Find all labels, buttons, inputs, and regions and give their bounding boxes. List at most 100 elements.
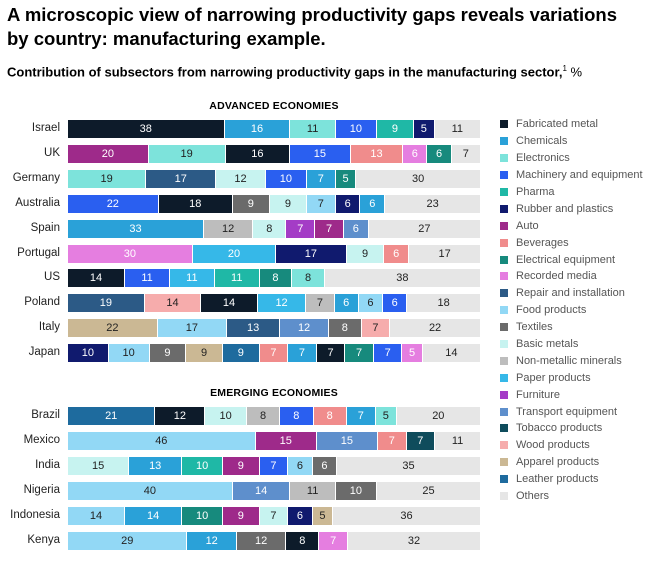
segment-italy-textiles: 8 xyxy=(329,319,362,338)
legend-label-beverages: Beverages xyxy=(516,236,569,249)
legend-label-electrical-equipment: Electrical equipment xyxy=(516,253,616,266)
row-label-israel: Israel xyxy=(31,122,60,134)
bar-poland: 19 14 14 12 7 6 6 6 18 xyxy=(68,294,480,313)
segment-portugal-beverages: 6 xyxy=(384,244,410,263)
segment-nigeria-transport-equipment: 14 xyxy=(232,481,291,500)
segment-us-fabricated-metal: 14 xyxy=(68,269,126,288)
legend-swatch-pharma xyxy=(500,188,508,196)
segment-nigeria-others: 25 xyxy=(376,481,480,500)
legend-swatch-machinery-and-equipment xyxy=(500,171,508,180)
legend-label-tobacco-products: Tobacco products xyxy=(516,422,603,435)
legend-item-transport-equipment: Transport equipment xyxy=(500,403,645,420)
legend-item-basic-metals: Basic metals xyxy=(500,336,645,353)
group-title-emerging-economies: EMERGING ECONOMIES xyxy=(210,387,338,399)
legend-label-wood-products: Wood products xyxy=(516,439,590,452)
segment-australia-others: 23 xyxy=(385,194,480,213)
segment-spain-non-metallic-minerals: 12 xyxy=(203,219,254,238)
segment-mexico-beverages: 7 xyxy=(378,431,407,450)
segment-india-chemicals: 13 xyxy=(129,456,183,475)
segment-spain-auto: 7 xyxy=(315,219,344,238)
segment-japan-apparel-products: 9 xyxy=(186,344,223,363)
segment-israel-rubber-and-plastics: 5 xyxy=(414,120,435,138)
segment-us-electronics: 8 xyxy=(292,269,325,288)
legend-swatch-repair-and-installation xyxy=(500,289,508,298)
row-label-us: US xyxy=(44,271,60,284)
segment-brazil-basic-metals: 10 xyxy=(205,407,247,425)
segment-japan-textiles: 9 xyxy=(149,344,187,363)
segment-india-machinery-and-equipment: 7 xyxy=(259,456,289,475)
legend-swatch-beverages xyxy=(500,238,508,247)
segment-kenya-textiles: 12 xyxy=(236,531,287,550)
segment-poland-others: 18 xyxy=(407,294,480,313)
legend-item-auto: Auto xyxy=(500,217,645,234)
legend-label-electronics: Electronics xyxy=(516,152,570,165)
bar-australia: 22 18 9 9 7 6 6 23 xyxy=(68,194,480,213)
legend-swatch-food-products xyxy=(500,306,508,315)
segment-uk-electronics: 19 xyxy=(148,144,226,163)
legend-label-paper-products: Paper products xyxy=(516,371,591,384)
segment-germany-others: 30 xyxy=(356,169,480,188)
legend-item-machinery-and-equipment: Machinery and equipment xyxy=(500,167,645,184)
legend-label-repair-and-installation: Repair and installation xyxy=(516,287,625,300)
legend-item-recorded-media: Recorded media xyxy=(500,268,645,285)
legend-swatch-basic-metals xyxy=(500,340,508,349)
group-title-advanced-economies: ADVANCED ECONOMIES xyxy=(209,100,339,112)
legend-label-rubber-and-plastics: Rubber and plastics xyxy=(516,202,614,215)
legend: Fabricated metal Chemicals Electronics Mach… xyxy=(500,116,645,504)
segment-japan-rubber-and-plastics: 10 xyxy=(68,344,109,363)
legend-item-paper-products: Paper products xyxy=(500,369,645,386)
segment-nigeria-food-products: 40 xyxy=(68,481,233,500)
segment-mexico-tobacco-products: 7 xyxy=(406,431,436,450)
row-label-poland: Poland xyxy=(24,296,60,309)
segment-brazil-leather-products: 21 xyxy=(68,407,156,425)
segment-brazil-chemicals: 7 xyxy=(346,407,376,425)
segment-spain-chemicals: 33 xyxy=(68,219,204,238)
segment-brazil-others: 20 xyxy=(396,407,480,425)
segment-italy-others: 22 xyxy=(390,319,480,338)
segment-australia-rubber-and-plastics: 6 xyxy=(335,194,361,213)
legend-item-apparel-products: Apparel products xyxy=(500,454,645,471)
legend-swatch-transport-equipment xyxy=(500,407,508,416)
segment-mexico-auto: 15 xyxy=(255,431,317,450)
legend-item-pharma: Pharma xyxy=(500,184,645,201)
legend-item-food-products: Food products xyxy=(500,302,645,319)
legend-label-basic-metals: Basic metals xyxy=(516,338,579,351)
segment-poland-repair-and-installation: 19 xyxy=(68,294,145,313)
segment-india-pharma: 10 xyxy=(182,456,223,475)
segment-japan-beverages: 7 xyxy=(259,344,289,363)
segment-portugal-rubber-and-plastics: 17 xyxy=(276,244,347,263)
segment-portugal-basic-metals: 9 xyxy=(346,244,385,263)
legend-label-leather-products: Leather products xyxy=(516,473,599,486)
legend-label-pharma: Pharma xyxy=(516,186,555,198)
segment-poland-fabricated-metal: 14 xyxy=(201,294,258,313)
row-label-portugal: Portugal xyxy=(17,246,60,259)
segment-poland-wood-products: 14 xyxy=(144,294,202,313)
segment-brazil-fabricated-metal: 12 xyxy=(155,407,206,425)
segment-indonesia-auto: 9 xyxy=(222,506,260,525)
segment-brazil-beverages: 8 xyxy=(313,407,347,425)
segment-poland-non-metallic-minerals: 7 xyxy=(306,294,335,313)
segment-portugal-paper-products: 20 xyxy=(192,244,277,263)
legend-item-textiles: Textiles xyxy=(500,319,645,336)
segment-kenya-recorded-media: 7 xyxy=(319,531,349,550)
segment-israel-others: 11 xyxy=(434,120,480,138)
segment-japan-fabricated-metal: 7 xyxy=(316,344,346,363)
segment-italy-food-products: 17 xyxy=(157,319,228,338)
segment-spain-others: 27 xyxy=(368,219,480,238)
chart-title: A microscopic view of narrowing producti… xyxy=(7,4,617,49)
segment-india-others: 35 xyxy=(337,456,480,475)
segment-germany-repair-and-installation: 17 xyxy=(146,169,217,188)
legend-label-recorded-media: Recorded media xyxy=(516,270,597,283)
segment-us-paper-products: 11 xyxy=(169,269,215,288)
row-label-japan: Japan xyxy=(28,346,60,359)
subtitle-text: Contribution of subsectors from narrowin… xyxy=(7,64,563,80)
segment-kenya-food-products: 29 xyxy=(68,531,188,550)
segment-israel-machinery-and-equipment: 10 xyxy=(335,120,377,138)
bar-mexico: 46 15 15 7 7 11 xyxy=(68,431,480,450)
footnote-mark: 1 xyxy=(562,64,567,73)
segment-australia-food-products: 7 xyxy=(306,194,336,213)
segment-kenya-fabricated-metal: 8 xyxy=(286,531,320,550)
segment-uk-beverages: 13 xyxy=(350,144,404,163)
legend-swatch-textiles xyxy=(500,323,508,332)
legend-label-machinery-and-equipment: Machinery and equipment xyxy=(516,169,643,182)
